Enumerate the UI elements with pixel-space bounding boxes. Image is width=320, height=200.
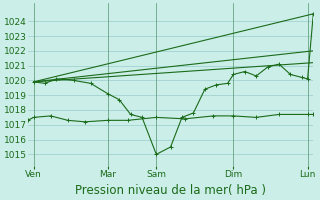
X-axis label: Pression niveau de la mer( hPa ): Pression niveau de la mer( hPa ) [75,184,266,197]
